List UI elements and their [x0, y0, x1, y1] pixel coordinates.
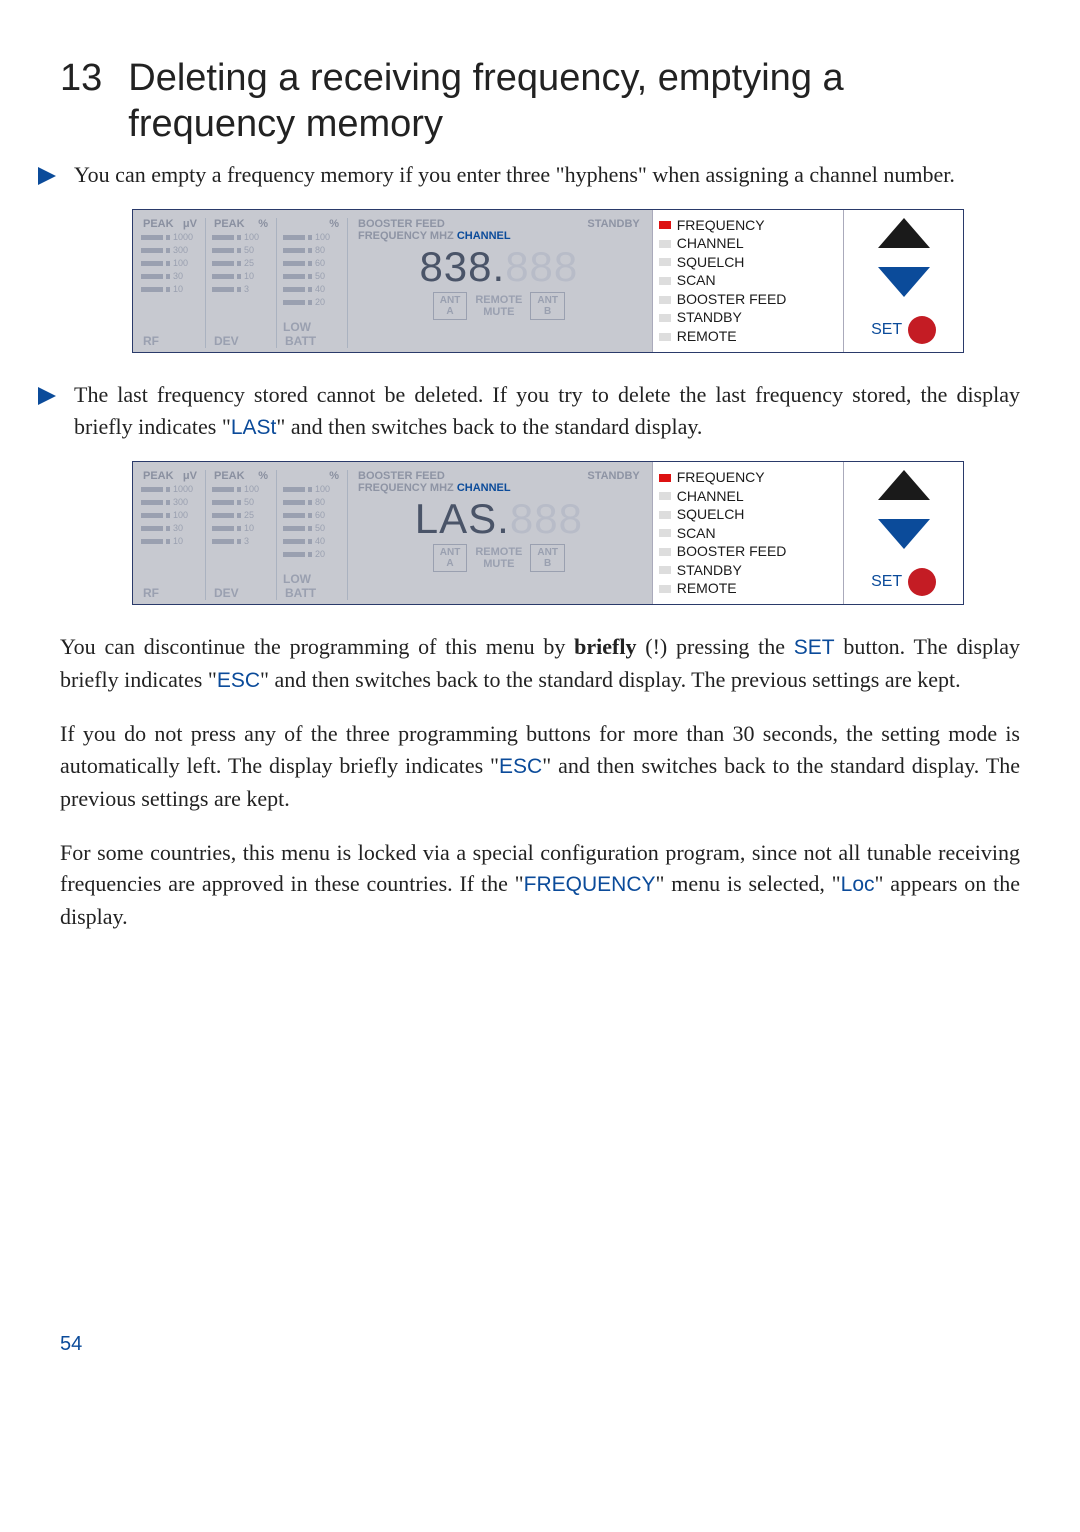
set-label: SET	[871, 321, 902, 339]
page-number: 54	[60, 1333, 1020, 1356]
rf-meter: PEAKμV 1000 300 100 30 10 RF	[141, 470, 199, 600]
menu-list-2: FREQUENCY CHANNEL SQUELCH SCAN BOOSTER F…	[652, 462, 844, 604]
down-triangle-icon[interactable]	[878, 267, 930, 297]
set-label: SET	[871, 573, 902, 591]
main-digits-2: LAS.888	[358, 498, 640, 540]
section-number: 13	[60, 57, 102, 100]
paragraph-1: You can discontinue the programming of t…	[60, 631, 1020, 696]
bullet-triangle-icon	[36, 385, 58, 407]
menu-list-1: FREQUENCY CHANNEL SQUELCH SCAN BOOSTER F…	[652, 210, 844, 352]
batt-meter: % 100 80 60 50 40 20 LOW BATT	[283, 470, 341, 600]
down-triangle-icon[interactable]	[878, 519, 930, 549]
batt-meter: % 100 80 60 50 40 20 LOW BATT	[283, 218, 341, 348]
section-heading: 13 Deleting a receiving frequency, empty…	[60, 56, 1020, 147]
device-display-figure-1: PEAKμV 1000 300 100 30 10 RF	[132, 209, 1020, 353]
bullet-triangle-icon	[36, 165, 58, 187]
up-triangle-icon[interactable]	[878, 470, 930, 500]
main-digits-1: 838.888	[358, 246, 640, 288]
paragraph-2: If you do not press any of the three pro…	[60, 718, 1020, 814]
bullet-1-text: You can empty a frequency memory if you …	[74, 159, 1020, 191]
device-display-figure-2: PEAKμV 1000 300 100 30 10 RF	[132, 461, 1020, 605]
set-button[interactable]	[908, 568, 936, 596]
section-title: Deleting a receiving frequency, emptying…	[128, 56, 1020, 147]
rf-meter: PEAKμV 1000 300 100 30 10 RF	[141, 218, 199, 348]
paragraph-3: For some countries, this menu is locked …	[60, 837, 1020, 933]
up-triangle-icon[interactable]	[878, 218, 930, 248]
dev-meter: PEAK% 100 50 25 10 3 DEV	[212, 470, 270, 600]
set-button[interactable]	[908, 316, 936, 344]
bullet-2-text: The last frequency stored cannot be dele…	[74, 379, 1020, 443]
dev-meter: PEAK% 100 50 25 10 3 DEV	[212, 218, 270, 348]
